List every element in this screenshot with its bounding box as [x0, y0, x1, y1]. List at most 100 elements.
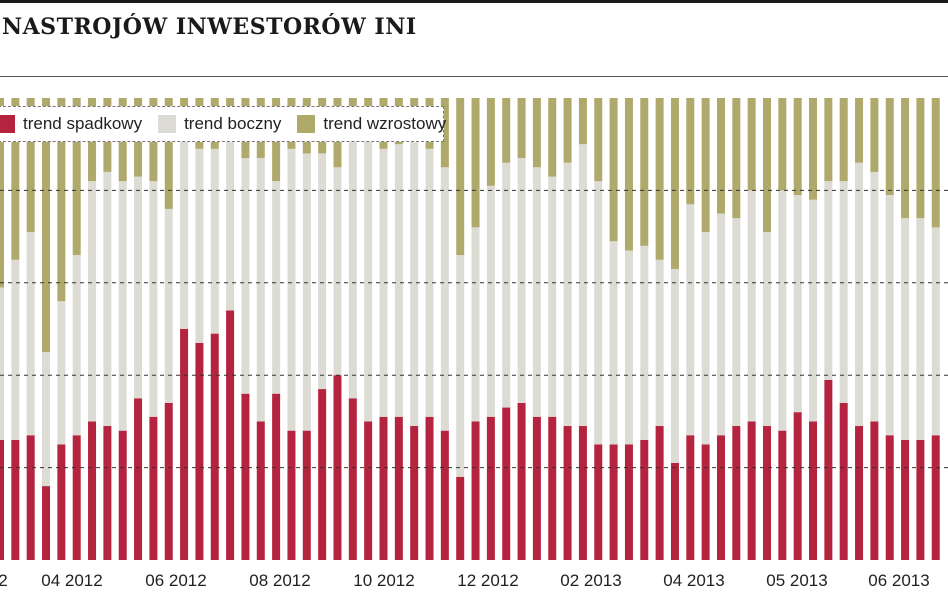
bar-trend-spadkowy-13 — [195, 342, 204, 560]
bar-trend-wzrostowy-3 — [42, 98, 51, 353]
x-tick-label: 12 2012 — [457, 571, 518, 590]
bar-trend-wzrostowy-31 — [471, 98, 480, 228]
bar-trend-spadkowy-33 — [502, 407, 511, 560]
bar-trend-wzrostowy-33 — [502, 98, 511, 163]
bar-trend-boczny-36 — [548, 176, 557, 417]
bar-trend-spadkowy-59 — [901, 439, 910, 560]
bar-trend-wzrostowy-35 — [532, 98, 541, 168]
bar-trend-spadkowy-5 — [72, 435, 81, 560]
bar-trend-boczny-35 — [532, 167, 541, 417]
bar-trend-wzrostowy-36 — [548, 98, 557, 177]
bar-trend-spadkowy-18 — [272, 393, 281, 560]
bar-trend-boczny-41 — [624, 250, 633, 445]
bar-trend-spadkowy-25 — [379, 416, 388, 560]
bar-trend-boczny-34 — [517, 158, 526, 403]
bar-trend-boczny-26 — [394, 144, 403, 417]
bar-trend-boczny-20 — [302, 153, 311, 431]
x-tick-label: 02 2013 — [560, 571, 621, 590]
bar-trend-boczny-14 — [210, 148, 219, 334]
legend-label-trend-wzrostowy: trend wzrostowy — [323, 114, 447, 133]
bar-trend-boczny-3 — [42, 352, 51, 487]
bar-trend-spadkowy-34 — [517, 402, 526, 560]
bar-trend-boczny-19 — [287, 148, 296, 431]
x-tick-label: 08 2012 — [249, 571, 310, 590]
bar-trend-boczny-42 — [640, 245, 649, 440]
title-divider — [0, 76, 948, 77]
bar-trend-boczny-28 — [425, 148, 434, 417]
bar-trend-spadkowy-57 — [870, 421, 879, 560]
bar-trend-spadkowy-29 — [440, 430, 449, 560]
bar-trend-spadkowy-56 — [855, 426, 864, 560]
bar-trend-wzrostowy-34 — [517, 98, 526, 159]
bar-trend-wzrostowy-41 — [624, 98, 633, 251]
bar-trend-boczny-58 — [885, 195, 894, 436]
bar-trend-wzrostowy-40 — [609, 98, 618, 242]
legend-item-trend-wzrostowy: trend wzrostowy — [297, 114, 446, 134]
bar-trend-spadkowy-19 — [287, 430, 296, 560]
bar-trend-spadkowy-50 — [763, 426, 771, 560]
x-tick-label: 06 2012 — [145, 571, 206, 590]
bar-trend-boczny-52 — [793, 195, 802, 413]
bar-trend-boczny-17 — [256, 158, 265, 422]
bar-trend-spadkowy-52 — [793, 412, 802, 560]
bar-trend-wzrostowy-60 — [916, 98, 925, 219]
bar-trend-wzrostowy-61 — [931, 98, 940, 228]
bar-trend-wzrostowy-0 — [0, 98, 4, 288]
bar-trend-boczny-45 — [686, 204, 695, 436]
bar-trend-spadkowy-15 — [226, 310, 235, 560]
bar-trend-spadkowy-41 — [624, 444, 633, 560]
bar-trend-boczny-16 — [241, 158, 250, 394]
bar-trend-spadkowy-2 — [26, 435, 35, 560]
bar-trend-boczny-13 — [195, 148, 204, 343]
bar-trend-spadkowy-1 — [11, 439, 20, 560]
x-tick-label: 04 2013 — [663, 571, 724, 590]
bar-trend-boczny-46 — [701, 231, 710, 445]
bar-trend-spadkowy-6 — [88, 421, 97, 560]
bar-trend-wzrostowy-59 — [901, 98, 910, 219]
bar-trend-spadkowy-30 — [456, 476, 465, 560]
bar-trend-wzrostowy-42 — [640, 98, 649, 246]
bar-trend-spadkowy-46 — [701, 444, 710, 560]
bar-trend-wzrostowy-56 — [855, 98, 864, 163]
bar-trend-wzrostowy-44 — [670, 98, 679, 269]
bar-trend-spadkowy-4 — [57, 444, 66, 560]
top-rule — [0, 0, 948, 3]
legend-item-trend-boczny: trend boczny — [158, 114, 281, 134]
bar-trend-boczny-8 — [118, 181, 127, 431]
legend: trend spadkowy trend boczny trend wzrost… — [0, 106, 446, 142]
bar-trend-boczny-50 — [763, 231, 771, 427]
bar-trend-boczny-21 — [318, 153, 327, 390]
bar-trend-spadkowy-55 — [839, 402, 848, 560]
bar-trend-boczny-2 — [26, 231, 35, 436]
bar-trend-spadkowy-32 — [486, 416, 495, 560]
legend-label-trend-boczny: trend boczny — [184, 114, 282, 133]
bar-trend-spadkowy-47 — [716, 435, 725, 560]
bar-trend-wzrostowy-32 — [486, 98, 495, 186]
bar-trend-boczny-51 — [778, 190, 787, 431]
bar-trend-spadkowy-31 — [471, 421, 480, 560]
bar-trend-spadkowy-45 — [686, 435, 695, 560]
bar-trend-spadkowy-42 — [640, 439, 649, 560]
x-tick-label: 10 2012 — [353, 571, 414, 590]
bar-trend-wzrostowy-49 — [747, 98, 756, 191]
bar-trend-spadkowy-48 — [732, 426, 741, 560]
bar-trend-boczny-12 — [180, 134, 189, 329]
bar-trend-spadkowy-40 — [609, 444, 618, 560]
bar-trend-spadkowy-12 — [180, 329, 189, 560]
bar-trend-wzrostowy-48 — [732, 98, 741, 219]
bar-trend-wzrostowy-53 — [809, 98, 818, 200]
bar-trend-boczny-59 — [901, 218, 910, 440]
bar-trend-boczny-24 — [364, 125, 373, 422]
bar-trend-spadkowy-53 — [809, 421, 818, 560]
bar-trend-boczny-10 — [149, 181, 158, 417]
bar-trend-spadkowy-49 — [747, 421, 756, 560]
bar-trend-spadkowy-39 — [594, 444, 603, 560]
bar-trend-wzrostowy-30 — [456, 98, 465, 256]
legend-swatch-trend-wzrostowy — [297, 115, 316, 133]
gridlines-layer — [0, 189, 948, 469]
legend-swatch-trend-spadkowy — [0, 115, 15, 133]
bar-trend-spadkowy-0 — [0, 439, 4, 560]
bar-trend-spadkowy-58 — [885, 435, 894, 560]
bar-trend-boczny-22 — [333, 167, 342, 376]
